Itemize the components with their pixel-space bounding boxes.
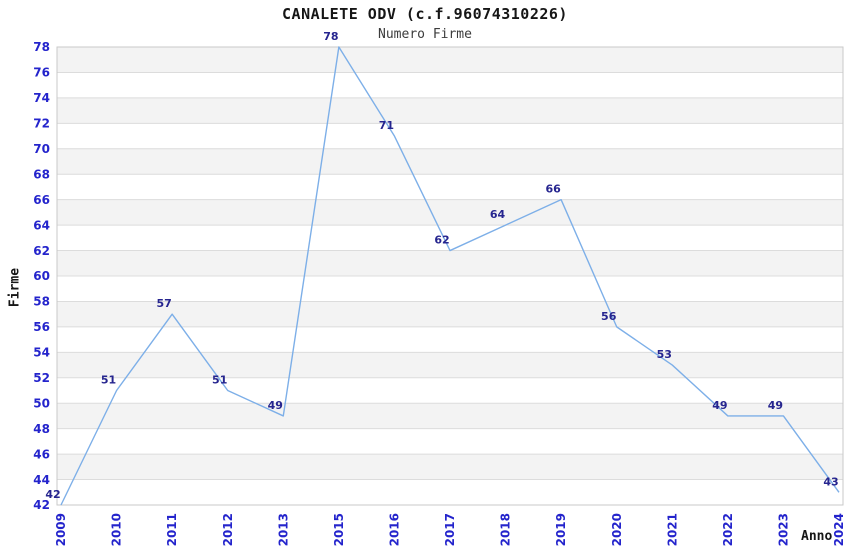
data-point-label: 42	[45, 488, 60, 501]
data-point-label: 49	[768, 399, 783, 412]
x-tick-label: 2017	[443, 513, 457, 546]
x-axis-title: Anno	[801, 529, 833, 544]
data-point-label: 64	[490, 208, 506, 221]
y-tick-label: 72	[33, 117, 50, 131]
plot-band	[57, 47, 843, 73]
data-point-label: 49	[712, 399, 727, 412]
plot-band	[57, 403, 843, 429]
x-tick-label: 2023	[777, 513, 791, 546]
y-tick-label: 62	[33, 244, 50, 258]
x-tick-label: 2016	[388, 513, 402, 546]
data-point-label: 66	[545, 183, 561, 196]
y-tick-label: 60	[33, 269, 50, 283]
y-tick-label: 70	[33, 142, 50, 156]
y-tick-label: 56	[33, 320, 50, 334]
chart-subtitle: Numero Firme	[378, 27, 472, 42]
x-tick-label: 2011	[165, 513, 179, 546]
data-point-label: 57	[156, 297, 171, 310]
x-tick-label: 2010	[110, 513, 124, 546]
x-tick-label: 2012	[221, 513, 235, 546]
y-tick-label: 52	[33, 371, 50, 385]
y-tick-label: 76	[33, 66, 50, 80]
data-point-label: 51	[212, 374, 227, 387]
y-tick-label: 68	[33, 167, 50, 181]
x-tick-label: 2018	[499, 513, 513, 546]
plot-band	[57, 250, 843, 276]
y-tick-label: 50	[33, 396, 50, 410]
data-point-label: 56	[601, 310, 617, 323]
plot-band	[57, 301, 843, 327]
y-tick-label: 58	[33, 295, 50, 309]
x-tick-label: 2019	[554, 513, 568, 546]
plot-band	[57, 97, 843, 124]
y-tick-label: 42	[33, 498, 50, 512]
x-tick-label: 2024	[832, 513, 846, 546]
y-tick-label: 46	[33, 447, 50, 461]
series-line	[60, 46, 840, 506]
x-tick-label: 2021	[665, 513, 679, 546]
x-tick-label: 2015	[332, 513, 346, 546]
data-point-label: 78	[323, 30, 338, 43]
y-tick-label: 44	[33, 473, 50, 487]
y-tick-label: 54	[33, 346, 50, 360]
data-point-label: 43	[823, 475, 838, 488]
y-tick-label: 64	[33, 218, 50, 232]
x-tick-label: 2009	[54, 513, 68, 546]
plot-border	[56, 46, 844, 506]
y-tick-label: 66	[33, 193, 50, 207]
y-tick-label: 78	[33, 40, 50, 54]
data-point-label: 53	[657, 348, 672, 361]
y-tick-label: 48	[33, 422, 50, 436]
plot-band	[57, 352, 843, 378]
plot-band	[57, 199, 843, 226]
plot-band	[57, 148, 843, 175]
data-point-label: 62	[434, 234, 449, 247]
chart-title: CANALETE ODV (c.f.96074310226)	[282, 5, 568, 23]
plot-band	[57, 454, 843, 480]
data-point-label: 51	[101, 374, 116, 387]
data-point-label: 49	[268, 399, 283, 412]
x-tick-label: 2020	[610, 513, 624, 546]
data-point-label: 71	[379, 119, 394, 132]
x-tick-label: 2013	[276, 513, 290, 546]
y-tick-label: 74	[33, 91, 50, 105]
x-tick-label: 2022	[721, 513, 735, 546]
